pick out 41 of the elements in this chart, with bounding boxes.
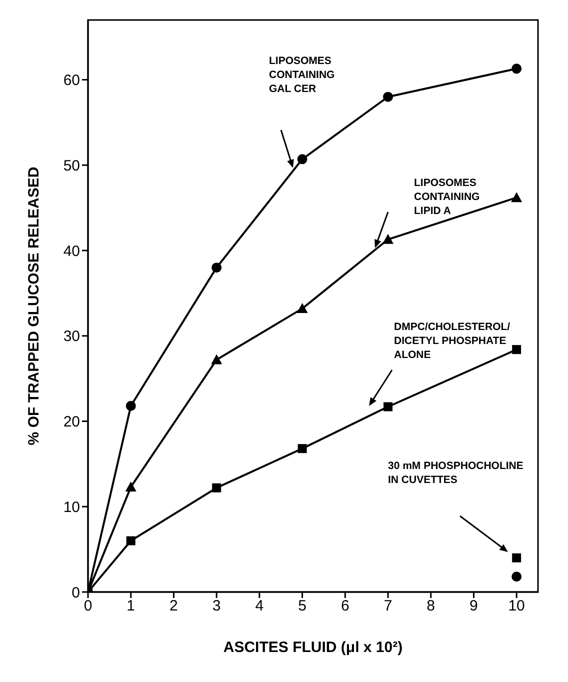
point xyxy=(297,154,308,164)
point xyxy=(512,553,522,562)
point xyxy=(126,400,136,411)
point xyxy=(126,536,136,546)
x-tick-label: 5 xyxy=(298,598,306,615)
x-tick-label: 3 xyxy=(212,598,221,615)
x-axis-title: ASCITES FLUID (μl x 10²) xyxy=(223,639,403,656)
x-tick-label: 0 xyxy=(84,598,92,615)
point xyxy=(512,345,522,354)
point xyxy=(212,262,222,273)
y-tick-label: 0 xyxy=(72,584,80,602)
y-tick-label: 20 xyxy=(63,414,80,431)
y-tick-label: 60 xyxy=(63,72,80,90)
annotation: 30 mM PHOSPHOCHOLINE IN CUVETTES xyxy=(388,460,524,486)
point xyxy=(296,303,308,314)
point xyxy=(511,192,522,202)
point xyxy=(212,483,222,492)
x-tick-label: 6 xyxy=(340,598,350,615)
annotation: DMPC/CHOLESTEROL/ DICETYL PHOSPHATE ALONE xyxy=(394,321,510,361)
y-tick-label: 10 xyxy=(63,498,80,516)
x-tick-label: 8 xyxy=(426,598,436,615)
x-tick-label: 4 xyxy=(255,598,264,615)
point xyxy=(211,354,222,364)
point xyxy=(384,402,392,412)
point xyxy=(512,572,522,582)
point xyxy=(512,64,522,74)
y-tick-label: 50 xyxy=(63,157,80,174)
x-tick-label: 10 xyxy=(508,598,525,615)
x-tick-label: 1 xyxy=(126,598,136,615)
annotation: LIPOSOMES CONTAINING GAL CER xyxy=(269,55,335,95)
x-tick-label: 2 xyxy=(170,598,178,615)
point xyxy=(382,234,394,244)
x-tick-label: 9 xyxy=(470,598,478,615)
y-tick-label: 30 xyxy=(63,328,80,346)
point xyxy=(383,92,393,102)
x-tick-label: 7 xyxy=(384,598,392,615)
y-tick-label: 40 xyxy=(63,242,80,260)
point xyxy=(298,444,307,454)
point xyxy=(125,481,136,492)
annotation: LIPOSOMES CONTAINING LIPID A xyxy=(414,177,480,217)
y-axis-title: % OF TRAPPED GLUCOSE RELEASED xyxy=(25,166,42,446)
